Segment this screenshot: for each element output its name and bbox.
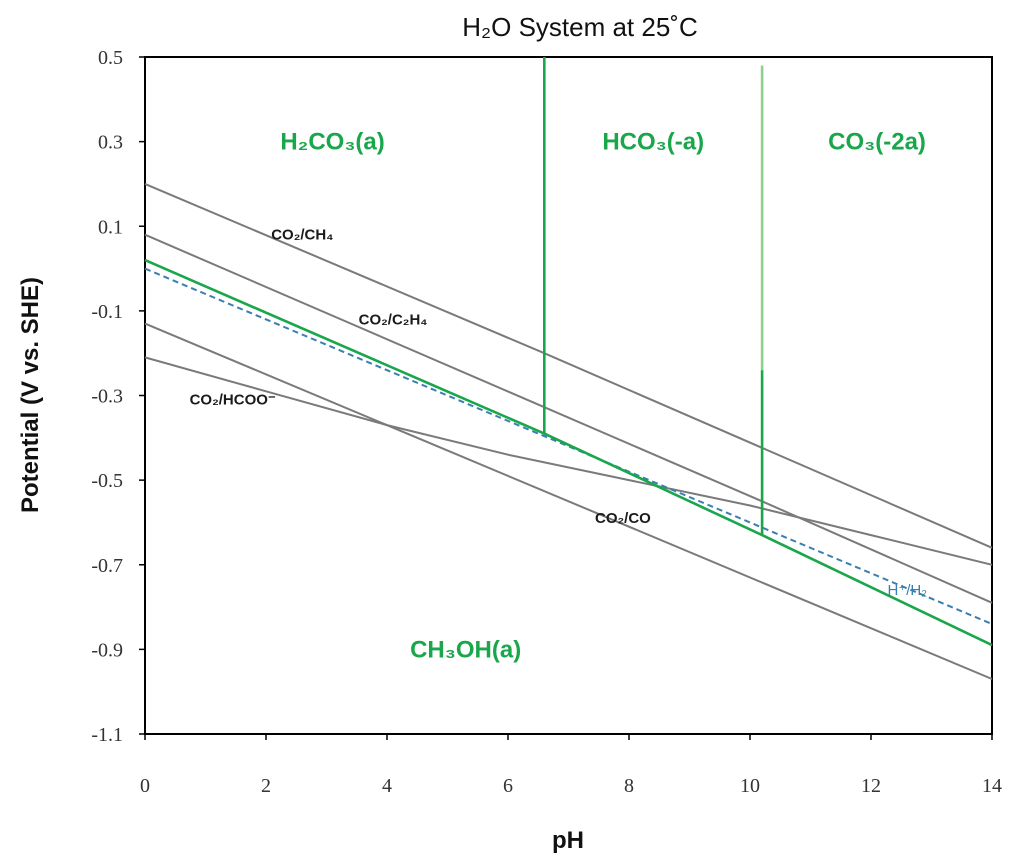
y-axis-ticks: 0.5 0.3 0.1 -0.1 -0.3 -0.5 -0.7 -0.9 -1.1 [91,47,145,746]
chart-title: H₂O System at 25˚C [462,12,698,42]
region-label: H₂CO₃(a) [280,129,384,156]
boundary-layer [542,57,764,536]
redox-couple-label: CO₂/CH₄ [271,227,333,244]
series-line-3 [144,322,993,680]
redox-couple-label: CO₂/CO [595,510,651,527]
y-tick-label: -0.9 [91,639,123,661]
series-line-6 [144,258,993,647]
x-tick-label: 10 [740,775,760,797]
region-label: CO₃(-2a) [828,129,926,156]
x-tick-label: 12 [861,775,881,797]
y-tick-label: -1.1 [91,724,123,746]
x-tick-label: 4 [382,775,392,797]
y-tick-label: 0.3 [98,132,123,154]
y-tick-label: 0.1 [98,216,123,238]
series-layer [144,182,993,680]
y-tick-label: 0.5 [98,47,123,69]
series-line-4 [144,356,993,566]
redox-couple-label: CO₂/HCOO⁻ [190,392,276,409]
y-tick-label: -0.3 [91,386,123,408]
series-line-5 [144,267,993,625]
y-axis-title: Potential (V vs. SHE) [17,277,44,513]
x-axis-title: pH [552,827,584,854]
x-tick-label: 8 [624,775,634,797]
x-tick-label: 0 [140,775,150,797]
y-tick-label: -0.1 [91,301,123,323]
x-axis-ticks: 0 2 4 6 8 10 12 14 [140,734,1002,797]
redox-couple-label: CO₂/C₂H₄ [359,311,428,328]
series-line-2 [144,233,993,604]
y-tick-label: -0.7 [91,555,123,577]
x-tick-label: 6 [503,775,513,797]
x-tick-label: 14 [982,775,1002,797]
y-tick-label: -0.5 [91,470,123,492]
region-label: CH₃OH(a) [410,636,521,663]
redox-couple-label: H⁺/H₂ [888,582,928,599]
x-tick-label: 2 [261,775,271,797]
region-label: HCO₃(-a) [602,129,704,156]
annotation-layer: H₂CO₃(a) HCO₃(-a) CO₃(-2a) CH₃OH(a) CO₂/CH₄ C… [190,129,928,664]
